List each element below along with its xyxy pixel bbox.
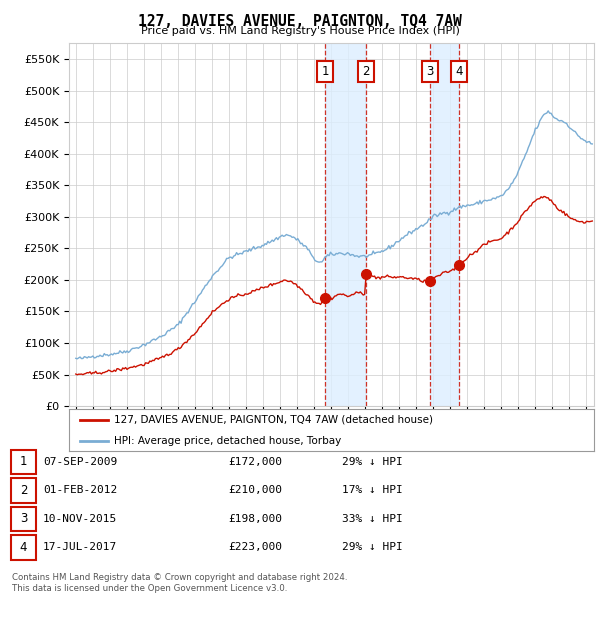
Text: £210,000: £210,000	[228, 485, 282, 495]
Text: HPI: Average price, detached house, Torbay: HPI: Average price, detached house, Torb…	[113, 436, 341, 446]
Text: 3: 3	[20, 513, 27, 525]
Text: 1: 1	[322, 65, 329, 78]
Text: 127, DAVIES AVENUE, PAIGNTON, TQ4 7AW (detached house): 127, DAVIES AVENUE, PAIGNTON, TQ4 7AW (d…	[113, 415, 433, 425]
Text: 17-JUL-2017: 17-JUL-2017	[43, 542, 118, 552]
Text: 17% ↓ HPI: 17% ↓ HPI	[342, 485, 403, 495]
Text: 07-SEP-2009: 07-SEP-2009	[43, 457, 118, 467]
Text: £172,000: £172,000	[228, 457, 282, 467]
Text: Price paid vs. HM Land Registry's House Price Index (HPI): Price paid vs. HM Land Registry's House …	[140, 26, 460, 36]
Text: 1: 1	[20, 456, 27, 468]
Bar	[430, 43, 459, 406]
Text: 4: 4	[455, 65, 463, 78]
Text: £198,000: £198,000	[228, 514, 282, 524]
Text: 01-FEB-2012: 01-FEB-2012	[43, 485, 118, 495]
Text: 10-NOV-2015: 10-NOV-2015	[43, 514, 118, 524]
Bar	[325, 43, 366, 406]
Text: 127, DAVIES AVENUE, PAIGNTON, TQ4 7AW: 127, DAVIES AVENUE, PAIGNTON, TQ4 7AW	[138, 14, 462, 29]
Text: 4: 4	[20, 541, 27, 554]
Text: Contains HM Land Registry data © Crown copyright and database right 2024.
This d: Contains HM Land Registry data © Crown c…	[12, 574, 347, 593]
Text: 2: 2	[20, 484, 27, 497]
Text: 2: 2	[362, 65, 370, 78]
Text: 33% ↓ HPI: 33% ↓ HPI	[342, 514, 403, 524]
Text: 29% ↓ HPI: 29% ↓ HPI	[342, 542, 403, 552]
Text: 3: 3	[427, 65, 434, 78]
Text: £223,000: £223,000	[228, 542, 282, 552]
Text: 29% ↓ HPI: 29% ↓ HPI	[342, 457, 403, 467]
